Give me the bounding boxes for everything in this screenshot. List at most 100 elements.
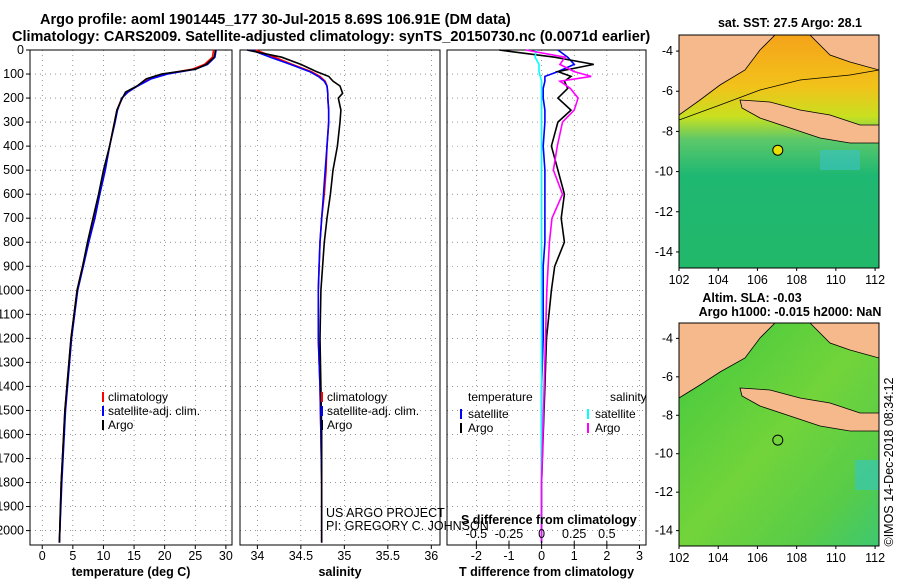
secondary-x-label: S difference from climatology: [461, 513, 637, 527]
difference-x-tick-label: 2: [603, 549, 610, 563]
depth-tick-label: 1900: [0, 500, 24, 514]
sla-x-tick-label: 104: [708, 551, 729, 565]
sst-y-tick-label: -8: [662, 124, 673, 138]
temperature-x-tick-label: 25: [188, 549, 202, 563]
depth-tick-label: 1600: [0, 427, 24, 441]
sla-x-tick-label: 102: [669, 551, 690, 565]
salinity-legend-label: climatology: [327, 390, 387, 404]
difference-legend-label: Argo: [468, 421, 494, 435]
difference-legend-label: satellite: [468, 407, 509, 421]
temperature-series-argo: [58, 49, 217, 543]
secondary-x-tick-label: 0.25: [562, 527, 586, 541]
difference-series-s-satellite: [534, 49, 543, 543]
difference-series-s-argo: [525, 49, 592, 543]
project-line-1: US ARGO PROJECT: [326, 506, 445, 520]
sst-y-tick-label: -14: [655, 245, 673, 259]
depth-tick-label: 2000: [0, 524, 24, 538]
sst-land-java: [739, 99, 879, 144]
depth-tick-label: 300: [3, 115, 24, 129]
depth-tick-label: 0: [17, 43, 24, 57]
temperature-x-tick-label: 10: [97, 549, 111, 563]
sst-y-tick-label: -6: [662, 84, 673, 98]
sst-x-tick-label: 104: [708, 273, 729, 287]
sst-y-tick-label: -4: [662, 44, 673, 58]
depth-tick-label: 1300: [0, 355, 24, 369]
salinity-x-tick-label: 34: [250, 549, 264, 563]
sst-x-tick-label: 102: [669, 273, 690, 287]
sla-y-tick-label: -8: [662, 408, 673, 422]
salinity-x-tick-label: 34.5: [289, 549, 313, 563]
depth-tick-label: 400: [3, 139, 24, 153]
sla-map[interactable]: [678, 322, 880, 547]
sla-land-java: [739, 387, 879, 432]
depth-tick-label: 1100: [0, 307, 24, 321]
sst-x-tick-label: 110: [826, 273, 846, 287]
salinity-series-argo: [246, 49, 344, 543]
secondary-x-tick-label: 0: [538, 527, 545, 541]
sst-argo-marker[interactable]: [772, 144, 784, 156]
sla-land-borneo: [809, 323, 879, 359]
sst-y-tick-label: -12: [655, 205, 673, 219]
temperature-x-tick-label: 0: [39, 549, 46, 563]
sla-argo-marker[interactable]: [772, 434, 784, 446]
sst-contour: [679, 69, 879, 121]
secondary-x-tick-label: 0.5: [598, 527, 615, 541]
sla-y-tick-label: -14: [655, 524, 673, 538]
depth-tick-label: 1200: [0, 331, 24, 345]
secondary-x-tick-label: -0.25: [495, 527, 524, 541]
sst-y-tick-label: -10: [655, 165, 673, 179]
depth-tick-label: 200: [3, 91, 24, 105]
sla-y-tick-label: -10: [655, 447, 673, 461]
temperature-x-tick-label: 20: [158, 549, 172, 563]
sla-land-sumatra: [679, 323, 776, 399]
sla-x-tick-label: 112: [865, 551, 885, 565]
difference-x-tick-label: 3: [636, 549, 643, 563]
difference-series-t-satellite: [540, 49, 576, 543]
sst-land-sumatra: [679, 35, 776, 116]
sst-land-borneo: [809, 35, 879, 71]
depth-tick-label: 1000: [0, 283, 24, 297]
sla-y-tick-label: -6: [662, 370, 673, 384]
sla-x-tick-label: 110: [826, 551, 846, 565]
difference-x-tick-label: 0: [538, 549, 545, 563]
sla-x-tick-label: 108: [786, 551, 807, 565]
salinity-x-tick-label: 35.5: [376, 549, 400, 563]
difference-x-tick-label: -2: [471, 549, 482, 563]
salinity-legend-label: satellite-adj. clim.: [327, 404, 419, 418]
title-line-2: Climatology: CARS2009. Satellite-adjuste…: [12, 29, 651, 45]
temperature-series-climatology: [58, 49, 215, 543]
depth-tick-label: 1800: [0, 476, 24, 490]
temperature-x-tick-label: 5: [69, 549, 76, 563]
sst-map[interactable]: [678, 34, 880, 269]
salinity-legend-label: Argo: [327, 418, 353, 432]
depth-tick-label: 800: [3, 235, 24, 249]
depth-tick-label: 600: [3, 187, 24, 201]
temperature-panel-frame: [29, 49, 233, 546]
difference-legend-label: satellite: [595, 407, 636, 421]
sla-map-title-1: Altim. SLA: -0.03: [702, 291, 801, 305]
sla-y-tick-label: -12: [655, 485, 673, 499]
legend-salinity-title: salinity: [610, 390, 647, 404]
difference-x-tick-label: -1: [503, 549, 514, 563]
sla-map-title-2: Argo h1000: -0.015 h2000: NaN: [699, 305, 882, 319]
temperature-legend-label: climatology: [108, 390, 168, 404]
salinity-x-tick-label: 35: [337, 549, 351, 563]
temperature-x-tick-label: 30: [219, 549, 233, 563]
difference-x-label: T difference from climatology: [459, 565, 634, 579]
sla-x-tick-label: 106: [747, 551, 768, 565]
depth-tick-label: 900: [3, 259, 24, 273]
depth-tick-label: 1400: [0, 379, 24, 393]
legend-temperature-title: temperature: [468, 390, 533, 404]
depth-tick-label: 1700: [0, 451, 24, 465]
sst-map-title: sat. SST: 27.5 Argo: 28.1: [718, 16, 862, 30]
credit-text: ©IMOS 14-Dec-2018 08:34:12: [882, 377, 896, 546]
temperature-x-tick-label: 15: [127, 549, 141, 563]
secondary-x-tick-label: -0.5: [466, 527, 488, 541]
sla-y-tick-label: -4: [662, 331, 673, 345]
depth-tick-label: 1500: [0, 403, 24, 417]
difference-legend-label: Argo: [595, 421, 621, 435]
difference-panel-frame: [446, 49, 647, 546]
sst-x-tick-label: 112: [865, 273, 885, 287]
title-line-1: Argo profile: aoml 1901445_177 30-Jul-20…: [40, 12, 511, 28]
